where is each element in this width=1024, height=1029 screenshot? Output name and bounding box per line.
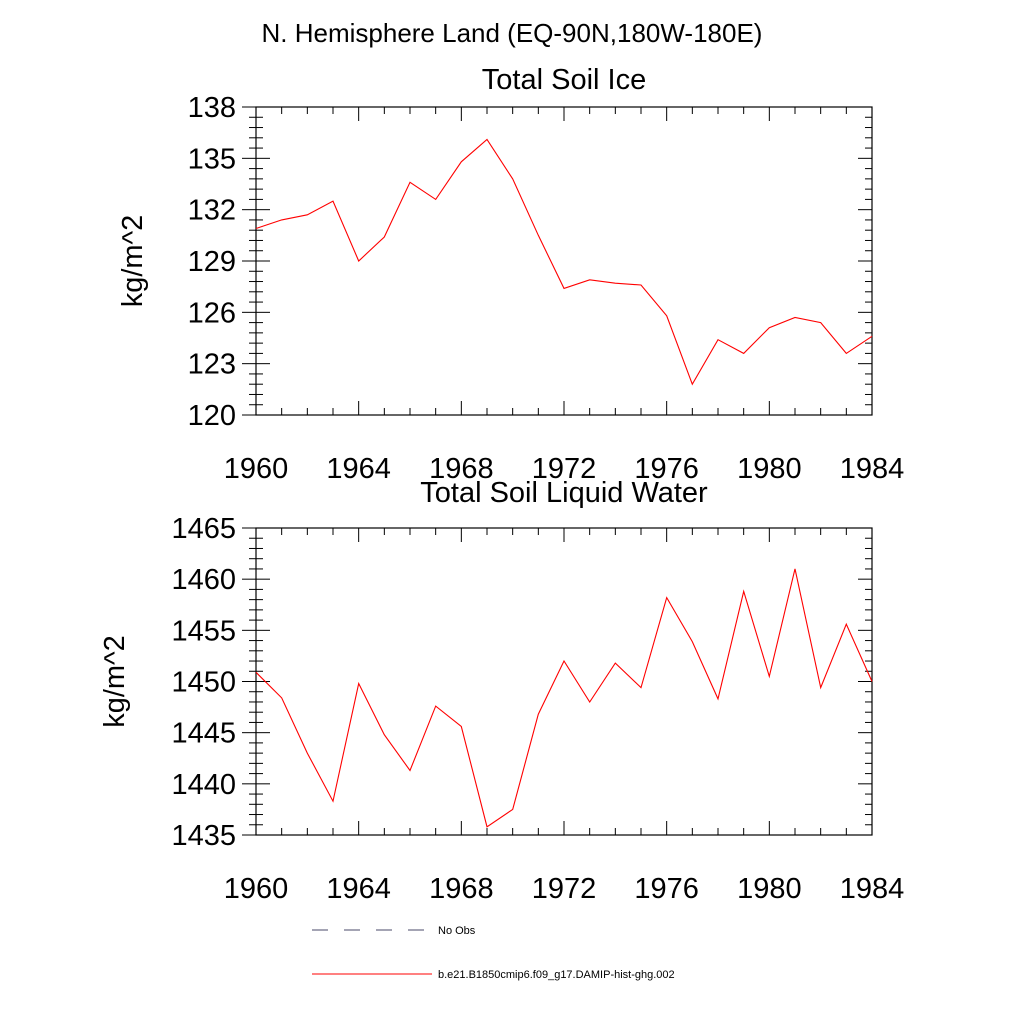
series-line-soil-liquid <box>255 568 873 828</box>
y-tick-label: 1440 <box>171 769 236 801</box>
y-axis-label: kg/m^2 <box>117 215 149 308</box>
y-tick-label: 1455 <box>171 615 236 647</box>
y-tick-label: 1465 <box>171 513 236 545</box>
chart-soil-ice: Total Soil Ice 1960 1964 1968 1972 1976 1980 19… <box>117 64 904 485</box>
series-line-soil-ice <box>255 138 873 386</box>
x-tick-label: 1960 <box>224 453 289 485</box>
y-tick-label: 1460 <box>171 564 236 596</box>
y-tick-label: 135 <box>188 143 236 175</box>
chart-title: Total Soil Ice <box>482 64 646 96</box>
x-tick-label: 1964 <box>326 453 391 485</box>
y-axis-label: kg/m^2 <box>99 635 131 728</box>
x-tick-label: 1968 <box>429 873 494 905</box>
y-tick-label: 1435 <box>171 820 236 852</box>
x-tick-label: 1976 <box>634 873 699 905</box>
x-tick-label: 1980 <box>737 873 802 905</box>
x-tick-label: 1984 <box>840 453 905 485</box>
y-tick-label: 123 <box>188 349 236 381</box>
x-tick-label: 1984 <box>840 873 905 905</box>
plot-frame <box>255 527 873 836</box>
x-tick-label: 1972 <box>532 453 597 485</box>
y-tick-label: 1450 <box>171 667 236 699</box>
page-title: N. Hemisphere Land (EQ-90N,180W-180E) <box>262 18 763 48</box>
y-tick-label: 132 <box>188 195 236 227</box>
x-tick-label: 1976 <box>634 453 699 485</box>
y-tick-label: 138 <box>188 92 236 124</box>
y-tick-label: 129 <box>188 246 236 278</box>
y-tick-label: 126 <box>188 297 236 329</box>
x-tick-label: 1964 <box>326 873 391 905</box>
y-tick-label: 120 <box>188 400 236 432</box>
x-tick-label: 1972 <box>532 873 597 905</box>
y-tick-label: 1445 <box>171 718 236 750</box>
legend: No Obs b.e21.B1850cmip6.f09_g17.DAMIP-hi… <box>312 925 675 981</box>
x-tick-label: 1960 <box>224 873 289 905</box>
chart-title: Total Soil Liquid Water <box>420 477 708 509</box>
legend-label-model: b.e21.B1850cmip6.f09_g17.DAMIP-hist-ghg.… <box>438 969 675 981</box>
x-tick-label: 1968 <box>429 453 494 485</box>
x-tick-label: 1980 <box>737 453 802 485</box>
plot-frame <box>255 106 873 416</box>
chart-soil-liquid-water: Total Soil Liquid Water 1960 1964 1968 1972 1… <box>99 477 904 905</box>
legend-label-no-obs: No Obs <box>438 925 476 937</box>
